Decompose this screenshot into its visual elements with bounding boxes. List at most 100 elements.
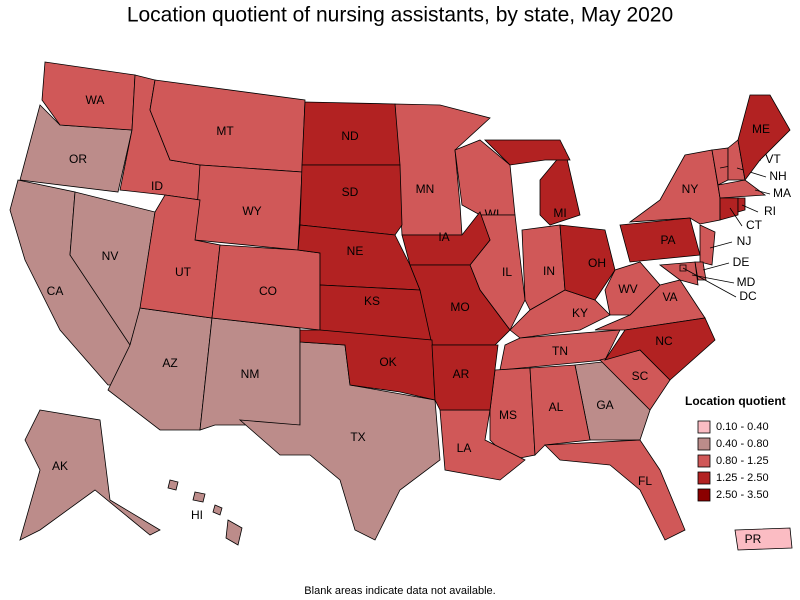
legend-swatch <box>697 454 711 468</box>
state-label: PR <box>745 532 762 546</box>
state <box>734 527 793 551</box>
state-label: OH <box>588 256 606 270</box>
state-label: VA <box>662 290 677 304</box>
state-label: MN <box>416 182 435 196</box>
state <box>509 289 611 339</box>
state-label: NV <box>102 249 119 263</box>
legend-label: 0.40 - 0.80 <box>716 438 769 450</box>
state <box>559 224 616 301</box>
state-label: NY <box>682 182 699 196</box>
state <box>212 504 223 516</box>
state-label: KS <box>364 294 380 308</box>
state-label: IA <box>438 230 449 244</box>
leader-line <box>702 262 730 271</box>
leader-line <box>682 267 737 298</box>
state <box>737 197 746 213</box>
leader-line <box>736 167 767 178</box>
state-label: MI <box>553 206 566 220</box>
state-label: NM <box>241 367 260 381</box>
legend-label: 1.25 - 2.50 <box>716 472 769 484</box>
footnote: Blank areas indicate data not available. <box>304 585 495 597</box>
state <box>619 217 701 263</box>
state-label: LA <box>457 441 472 455</box>
legend-swatch <box>697 437 711 451</box>
state <box>719 197 739 221</box>
state-label: IN <box>543 264 555 278</box>
state-label: MS <box>499 408 517 422</box>
state <box>694 261 707 281</box>
state-label: NE <box>347 244 364 258</box>
leader-line <box>754 189 771 195</box>
state-label: CT <box>746 218 763 232</box>
state <box>699 224 716 266</box>
legend-title: Location quotient <box>685 394 786 408</box>
leader-line <box>709 241 733 249</box>
state-label: VT <box>765 152 781 166</box>
state-label: DC <box>739 289 757 303</box>
state <box>139 194 221 319</box>
state-label: UT <box>175 265 192 279</box>
state-label: NH <box>769 169 786 183</box>
state-label: NC <box>655 334 673 348</box>
legend-swatch <box>697 471 711 485</box>
state-label: TN <box>552 344 568 358</box>
state-label: PA <box>660 233 675 247</box>
state-label: MA <box>773 186 791 200</box>
legend-swatch <box>697 488 711 502</box>
state-label: MD <box>737 275 756 289</box>
state-label: WY <box>242 204 261 218</box>
state <box>658 261 699 286</box>
state-label: AK <box>52 459 68 473</box>
state <box>409 264 511 346</box>
state <box>717 179 767 199</box>
state <box>484 139 571 166</box>
state-label: IL <box>502 265 512 279</box>
state-label: ID <box>151 179 163 193</box>
state-label: DE <box>733 255 750 269</box>
state-label: OR <box>69 152 87 166</box>
state <box>167 479 179 491</box>
state-label: MO <box>450 300 469 314</box>
state-label: TX <box>350 430 365 444</box>
state-label: KY <box>572 306 588 320</box>
state <box>41 61 136 131</box>
state-label: RI <box>764 204 776 218</box>
state-label: ME <box>752 122 770 136</box>
state <box>544 439 686 541</box>
state-label: SC <box>632 369 649 383</box>
state <box>431 344 499 411</box>
state-label: WA <box>86 93 105 107</box>
state-label: FL <box>638 474 652 488</box>
state-label: AZ <box>162 356 177 370</box>
leader-line <box>729 207 743 227</box>
leader-line <box>741 204 759 213</box>
state <box>604 317 716 381</box>
state <box>238 341 441 541</box>
state <box>192 491 206 503</box>
state-label: GA <box>596 398 613 412</box>
state-label: ND <box>341 129 359 143</box>
state <box>299 164 403 236</box>
state <box>19 409 161 541</box>
map-title: Location quotient of nursing assistants,… <box>127 4 673 27</box>
state-label: CO <box>259 284 277 298</box>
state <box>499 329 621 371</box>
state-label: AL <box>549 400 564 414</box>
state-label: WV <box>618 282 637 296</box>
state <box>628 149 721 225</box>
legend-label: 0.80 - 1.25 <box>716 455 769 467</box>
state-label: MT <box>216 124 234 138</box>
state-label: OK <box>379 355 396 369</box>
state <box>225 519 243 546</box>
legend-label: 0.10 - 0.40 <box>716 421 769 433</box>
state-label: CA <box>47 284 64 298</box>
state-label: SD <box>342 185 359 199</box>
state-label: HI <box>191 508 203 522</box>
state <box>529 364 591 456</box>
state <box>737 94 791 181</box>
state-label: NJ <box>737 234 752 248</box>
legend-swatch <box>697 420 711 434</box>
